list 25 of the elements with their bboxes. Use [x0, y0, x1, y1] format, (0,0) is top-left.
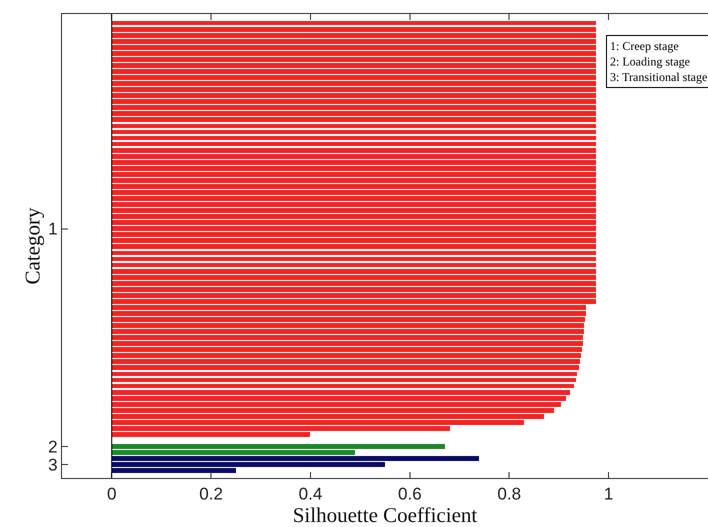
bar [112, 257, 596, 261]
x-tick-label: 0.4 [298, 484, 322, 504]
bar [112, 21, 596, 25]
bar [112, 372, 577, 376]
y-axis-title: Category [20, 207, 44, 284]
y-tick-label: 1 [48, 220, 58, 239]
y-tick-label: 3 [48, 456, 58, 475]
y-tick-label: 2 [48, 437, 58, 456]
bar [112, 378, 576, 382]
x-axis-title: Silhouette Coefficient [292, 503, 478, 527]
annotation: 3: Transitional stage [610, 70, 708, 84]
x-tick-label: 1 [604, 484, 614, 504]
annotation: 2: Loading stage [610, 54, 690, 69]
bar [112, 124, 596, 128]
bar [112, 142, 596, 146]
bar [112, 263, 596, 267]
bar [112, 251, 596, 255]
bar [112, 130, 596, 134]
x-tick-label: 0.6 [398, 484, 422, 504]
bar [112, 136, 596, 140]
x-tick-label: 0 [106, 484, 116, 504]
x-tick-label: 0.2 [199, 484, 223, 504]
x-tick-label: 0.8 [497, 484, 522, 504]
bar [112, 384, 574, 388]
annotation: 1: Creep stage [610, 39, 679, 53]
